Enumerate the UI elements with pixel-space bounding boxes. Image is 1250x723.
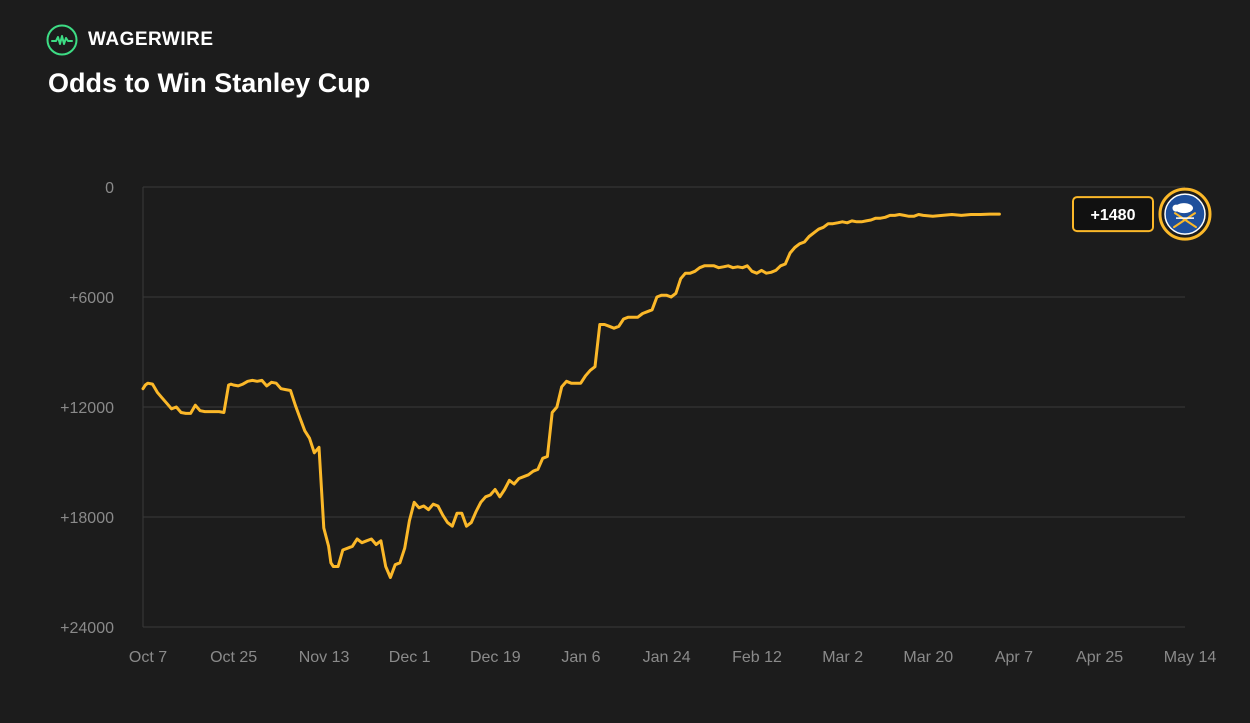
x-axis-ticks: Oct 7 Oct 25 Nov 13 Dec 1 Dec 19 Jan 6 Jan 24 F… (129, 649, 1216, 666)
x-tick-label: Oct 7 (129, 649, 167, 666)
x-tick-label: Dec 19 (470, 649, 521, 666)
x-tick-label: Apr 25 (1076, 649, 1123, 666)
x-tick-label: Feb 12 (732, 649, 782, 666)
current-value-badge: +1480 (1072, 196, 1154, 233)
chart-title: Odds to Win Stanley Cup (48, 68, 371, 98)
y-tick-label: +18000 (60, 510, 114, 527)
grid-lines (142, 186, 1185, 628)
series-line (141, 212, 1001, 579)
x-tick-label: Oct 25 (210, 649, 257, 666)
y-tick-label: +6000 (69, 290, 114, 307)
brand-name: WAGERWIRE (88, 29, 214, 50)
x-tick-label: Jan 24 (643, 649, 691, 666)
y-tick-label: +24000 (60, 620, 114, 637)
x-tick-label: Jan 6 (561, 649, 600, 666)
x-tick-label: May 14 (1164, 649, 1217, 666)
y-axis-ticks: 0 +6000 +12000 +18000 +24000 (60, 180, 114, 637)
buffalo-sabres-logo-icon (1158, 187, 1212, 241)
pulse-line-icon (46, 24, 78, 56)
brand-header: WAGERWIRE (46, 24, 214, 56)
x-tick-label: Mar 20 (903, 649, 953, 666)
x-tick-label: Dec 1 (389, 649, 431, 666)
y-tick-label: +12000 (60, 400, 114, 417)
current-value-marker: +1480 (1072, 187, 1212, 241)
x-tick-label: Mar 2 (822, 649, 863, 666)
y-tick-label: 0 (105, 180, 114, 197)
current-value-label: +1480 (1091, 207, 1136, 224)
badge-box (1072, 196, 1154, 233)
x-tick-label: Apr 7 (995, 649, 1033, 666)
x-tick-label: Nov 13 (299, 649, 350, 666)
series-layer (141, 212, 1001, 579)
